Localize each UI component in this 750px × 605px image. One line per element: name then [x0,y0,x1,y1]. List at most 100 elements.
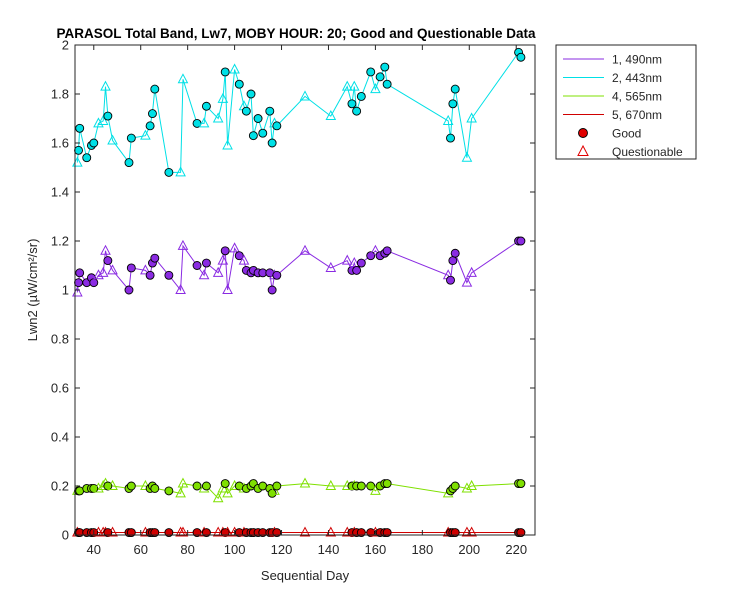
x-tick-label: 100 [224,542,246,557]
good-point [234,79,244,89]
good-point [126,133,136,143]
questionable-point [325,261,337,272]
y-axis: 0 0.2 0.4 0.6 0.8 1 1.2 1.4 1.6 1.8 2 [51,38,535,543]
x-tick-label: 60 [133,542,147,557]
good-point [201,481,211,491]
good-point [150,484,160,493]
good-point [366,481,376,491]
legend-label: 4, 565nm [612,90,662,104]
questionable-point [299,526,311,537]
good-point [150,253,160,263]
questionable-point [107,526,118,537]
good-point [382,79,392,89]
questionable-point [370,83,381,94]
y-tick-label: 1.8 [51,87,69,102]
good-point [220,67,230,77]
legend-label: Good [612,127,641,141]
good-point [192,481,202,491]
series-layer [72,47,526,537]
good-point [164,486,174,496]
good-point [74,278,83,288]
good-point [272,481,282,491]
good-point [267,138,277,148]
good-point [446,275,455,285]
good-point [246,89,256,99]
good-point [267,285,277,295]
questionable-point [348,80,360,91]
legend-item-good: Good [578,127,641,141]
legend-label: Questionable [612,145,683,159]
questionable-point [461,276,473,287]
questionable-point [107,479,118,490]
good-point [450,481,460,491]
good-point [272,270,282,280]
series-5-670nm [72,526,526,537]
x-tick-label: 140 [318,542,340,557]
questionable-point [93,269,104,280]
good-point [82,153,92,163]
good-point [89,278,99,288]
good-point [516,236,526,246]
y-tick-label: 0.6 [51,381,69,396]
good-point [356,481,366,491]
good-point [234,251,244,261]
good-point [380,62,390,72]
good-point [352,106,362,116]
questionable-point [177,526,189,537]
good-point [201,101,211,111]
good-point [448,256,458,266]
good-point [258,128,268,138]
good-point [164,167,174,177]
questionable-point [229,63,240,74]
chart-title: PARASOL Total Band, Lw7, MOBY HOUR: 20; … [56,26,536,41]
x-axis-label: Sequential Day [261,568,350,583]
legend-label: 2, 443nm [612,71,662,85]
legend-item-4-565nm: 4, 565nm [563,90,662,104]
legend-item-1-490nm: 1, 490nm [563,53,662,67]
questionable-point [222,526,233,537]
good-point [448,99,458,109]
legend-item-5-670nm: 5, 670nm [563,108,662,122]
questionable-point [93,117,104,128]
questionable-point [97,114,109,125]
good-point [192,261,202,270]
questionable-point [348,256,360,268]
legend-triangle-marker [577,144,589,156]
legend-label: 5, 670nm [612,108,662,122]
good-point [265,106,275,116]
good-point [220,479,230,488]
series-2-443nm [72,47,526,177]
questionable-point [177,73,189,84]
good-point [145,121,155,131]
good-point [375,72,385,82]
good-point [124,285,134,295]
legend-box [555,44,697,160]
questionable-point [177,239,189,250]
good-point [366,251,376,261]
x-tick-label: 200 [458,542,480,557]
questionable-point [140,264,151,275]
y-tick-label: 0.4 [51,430,69,445]
good-point [450,84,460,94]
questionable-point [175,166,186,177]
x-tick-label: 80 [180,542,194,557]
questionable-point [442,114,454,125]
x-axis: 40 60 80 100 120 140 160 180 200 220 [87,45,527,557]
questionable-point [198,269,210,280]
questionable-point [198,117,210,128]
series-4-565nm [72,477,526,503]
x-tick-label: 40 [87,542,101,557]
good-point [382,479,392,488]
questionable-point [299,90,311,101]
y-tick-label: 1.2 [51,234,69,249]
good-point [150,84,160,94]
good-point [75,268,85,278]
good-point [103,111,113,121]
good-point [516,479,526,488]
questionable-point [222,487,233,498]
good-point [253,114,263,123]
good-point [124,158,134,168]
x-tick-label: 120 [271,542,293,557]
